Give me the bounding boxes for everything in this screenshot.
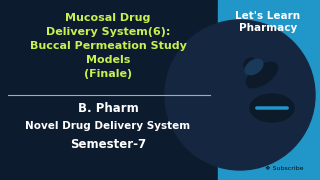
Text: Models: Models	[86, 55, 130, 65]
Bar	[218, 0, 320, 180]
Text: Novel Drug Delivery System: Novel Drug Delivery System	[25, 121, 191, 131]
Circle shape	[165, 20, 315, 170]
Text: ❖ Subscribe: ❖ Subscribe	[265, 165, 303, 170]
Ellipse shape	[244, 58, 258, 72]
Text: Buccal Permeation Study: Buccal Permeation Study	[29, 41, 187, 51]
Text: Mucosal Drug: Mucosal Drug	[65, 13, 151, 23]
Ellipse shape	[246, 62, 278, 88]
Text: Semester-7: Semester-7	[70, 138, 146, 150]
Ellipse shape	[250, 94, 294, 122]
Text: B. Pharm: B. Pharm	[78, 102, 138, 114]
Bar	[0, 0, 218, 180]
Text: Pharmacy: Pharmacy	[239, 23, 297, 33]
Text: Let's Learn: Let's Learn	[236, 11, 300, 21]
Ellipse shape	[245, 59, 263, 75]
Text: (Finale): (Finale)	[84, 69, 132, 79]
Text: Delivery System(6):: Delivery System(6):	[46, 27, 170, 37]
